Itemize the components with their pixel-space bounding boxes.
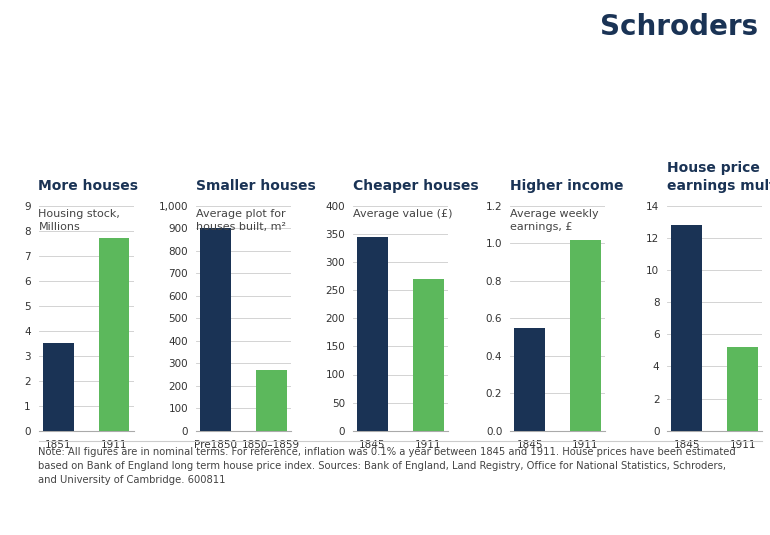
Bar <box>200 228 231 431</box>
Text: House price
earnings multiple: House price earnings multiple <box>667 161 770 193</box>
Text: Housing stock,
Millions: Housing stock, Millions <box>38 209 120 232</box>
Text: Higher income: Higher income <box>510 179 624 193</box>
Text: Average plot for
houses built, m²: Average plot for houses built, m² <box>196 209 286 232</box>
Bar <box>671 225 702 431</box>
Text: More houses: More houses <box>38 179 139 193</box>
Text: Average value (£): Average value (£) <box>353 209 452 219</box>
Text: Note: All figures are in nominal terms. For reference, inflation was 0.1% a year: Note: All figures are in nominal terms. … <box>38 447 736 485</box>
Bar <box>256 370 286 431</box>
Bar <box>570 240 601 431</box>
Bar <box>99 239 129 431</box>
Text: Average weekly
earnings, £: Average weekly earnings, £ <box>510 209 598 232</box>
Text: Smaller houses: Smaller houses <box>196 179 316 193</box>
Text: Cheaper houses: Cheaper houses <box>353 179 478 193</box>
Bar <box>413 279 444 431</box>
Bar <box>357 237 388 431</box>
Bar <box>43 343 74 431</box>
Bar <box>727 347 758 431</box>
Text: Schroders: Schroders <box>601 13 758 41</box>
Bar <box>514 327 545 431</box>
